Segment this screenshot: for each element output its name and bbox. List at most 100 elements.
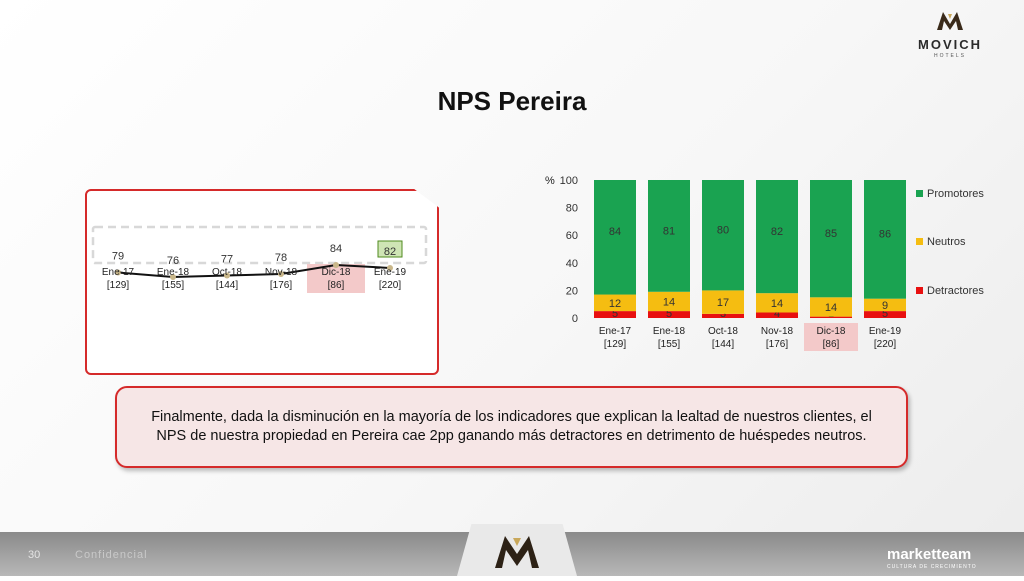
bar-value-label: 81: [663, 225, 675, 237]
line-selection-box: [91, 225, 428, 265]
bar-category-label: Ene-17: [599, 326, 632, 337]
nps-stacked-bar-chart: %02040608010051284Ene-17[129]51481Ene-18…: [545, 175, 984, 351]
bar-value-label: 3: [720, 308, 726, 320]
legend-label-detractores: Detractores: [927, 285, 984, 297]
footer-movich-icon: [495, 536, 539, 568]
legend-swatch-detractores: [916, 287, 923, 294]
y-tick-label: 80: [566, 203, 578, 215]
y-tick-label: 40: [566, 258, 578, 270]
line-last-value-box: [377, 240, 403, 258]
bar-neutros-dic-18: [810, 297, 852, 317]
bar-promotores-ene-19: [864, 180, 906, 299]
bar-highlight-category-bg: [804, 323, 858, 351]
bar-neutros-ene-17: [594, 294, 636, 312]
legend-swatch-neutros: [916, 238, 923, 245]
bar-promotores-dic-18: [810, 180, 852, 298]
bar-neutros-oct-18: [702, 290, 744, 314]
y-axis-unit-label: %: [545, 175, 555, 187]
y-tick-label: 60: [566, 230, 578, 242]
bar-category-label: Dic-18: [817, 326, 846, 337]
confidential-label: Confidencial: [75, 549, 148, 561]
bar-value-label: 14: [771, 298, 783, 310]
nps-value-label: 76: [167, 255, 179, 267]
bar-promotores-ene-18: [648, 180, 690, 292]
bar-value-label: 5: [882, 308, 888, 320]
y-tick-label: 20: [566, 285, 578, 297]
bar-category-sub-label: [176]: [766, 339, 788, 350]
footer-logo-tab: [457, 524, 577, 576]
bar-detractores-ene-17: [594, 311, 636, 318]
bar-neutros-ene-18: [648, 291, 690, 312]
page-number: 30: [28, 549, 41, 561]
bar-category-label: Oct-18: [708, 326, 738, 337]
legend-label-neutros: Neutros: [927, 236, 966, 248]
page-title: NPS Pereira: [437, 86, 587, 116]
bar-category-sub-label: [144]: [712, 339, 734, 350]
nps-value-label: 77: [221, 254, 233, 266]
bar-promotores-ene-17: [594, 180, 636, 295]
nps-value-label: 78: [275, 252, 287, 264]
movich-logo-icon: [937, 12, 963, 30]
bar-category-sub-label: [86]: [823, 339, 840, 350]
bar-value-label: 12: [609, 298, 621, 310]
line-category-sub-label: [176]: [270, 280, 292, 291]
nps-point-ene-17: [115, 269, 121, 276]
bar-category-sub-label: [220]: [874, 339, 896, 350]
bar-category-label: Nov-18: [761, 326, 794, 337]
bar-neutros-ene-19: [864, 298, 906, 312]
bar-detractores-oct-18: [702, 313, 744, 318]
line-category-label: Ene-18: [157, 267, 190, 278]
bar-detractores-ene-18: [648, 311, 690, 318]
logo-word: MOVICH: [918, 37, 982, 52]
bar-value-label: 5: [612, 308, 618, 320]
insight-message: Finalmente, dada la disminución en la ma…: [115, 386, 908, 468]
bar-category-sub-label: [129]: [604, 339, 626, 350]
bar-value-label: 4: [774, 308, 780, 320]
nps-value-label: 84: [330, 243, 342, 255]
bar-value-label: 85: [825, 228, 837, 240]
nps-line-card: [85, 189, 439, 375]
nps-point-ene-18: [170, 274, 176, 280]
bar-detractores-nov-18: [756, 312, 798, 318]
bar-promotores-oct-18: [702, 180, 744, 291]
bar-value-label: 9: [882, 300, 888, 312]
bar-value-label: 5: [666, 308, 672, 320]
y-tick-label: 0: [572, 313, 578, 325]
bar-neutros-nov-18: [756, 293, 798, 313]
bar-value-label: 14: [825, 302, 837, 314]
line-category-label: Dic-18: [322, 267, 351, 278]
bar-value-label: 86: [879, 228, 891, 240]
bar-detractores-ene-19: [864, 311, 906, 318]
line-category-label: Nov-18: [265, 267, 298, 278]
bar-value-label: 80: [717, 225, 729, 237]
line-category-sub-label: [220]: [379, 280, 401, 291]
logo-sub: HOTELS: [933, 53, 966, 59]
nps-point-ene-19: [387, 265, 393, 271]
line-category-label: Ene-19: [374, 267, 407, 278]
line-category-sub-label: [86]: [328, 280, 345, 291]
bar-category-label: Ene-19: [869, 326, 902, 337]
bar-promotores-nov-18: [756, 180, 798, 294]
bar-value-label: 14: [663, 296, 675, 308]
legend-label-promotores: Promotores: [927, 188, 984, 200]
bar-value-label: 84: [609, 226, 621, 238]
nps-point-oct-18: [224, 272, 230, 279]
line-category-sub-label: [129]: [107, 280, 129, 291]
legend-swatch-promotores: [916, 190, 923, 197]
nps-series-line: [117, 263, 391, 279]
bar-value-label: 82: [771, 226, 783, 238]
bar-category-label: Ene-18: [653, 326, 686, 337]
nps-value-label: 82: [384, 246, 396, 258]
line-category-label: Oct-18: [212, 267, 242, 278]
nps-point-nov-18: [278, 271, 284, 277]
insight-message-text: Finalmente, dada la disminución en la ma…: [151, 409, 872, 444]
line-category-label: Ene-17: [102, 267, 135, 278]
bar-detractores-dic-18: [810, 316, 852, 318]
bar-category-sub-label: [155]: [658, 339, 680, 350]
nps-point-dic-18: [333, 262, 339, 268]
line-category-sub-label: [144]: [216, 280, 238, 291]
marketteam-brand-sub: CULTURA DE CRECIMIENTO: [887, 564, 977, 570]
marketteam-brand: marketteam: [887, 546, 972, 563]
bar-value-label: 17: [717, 297, 729, 309]
